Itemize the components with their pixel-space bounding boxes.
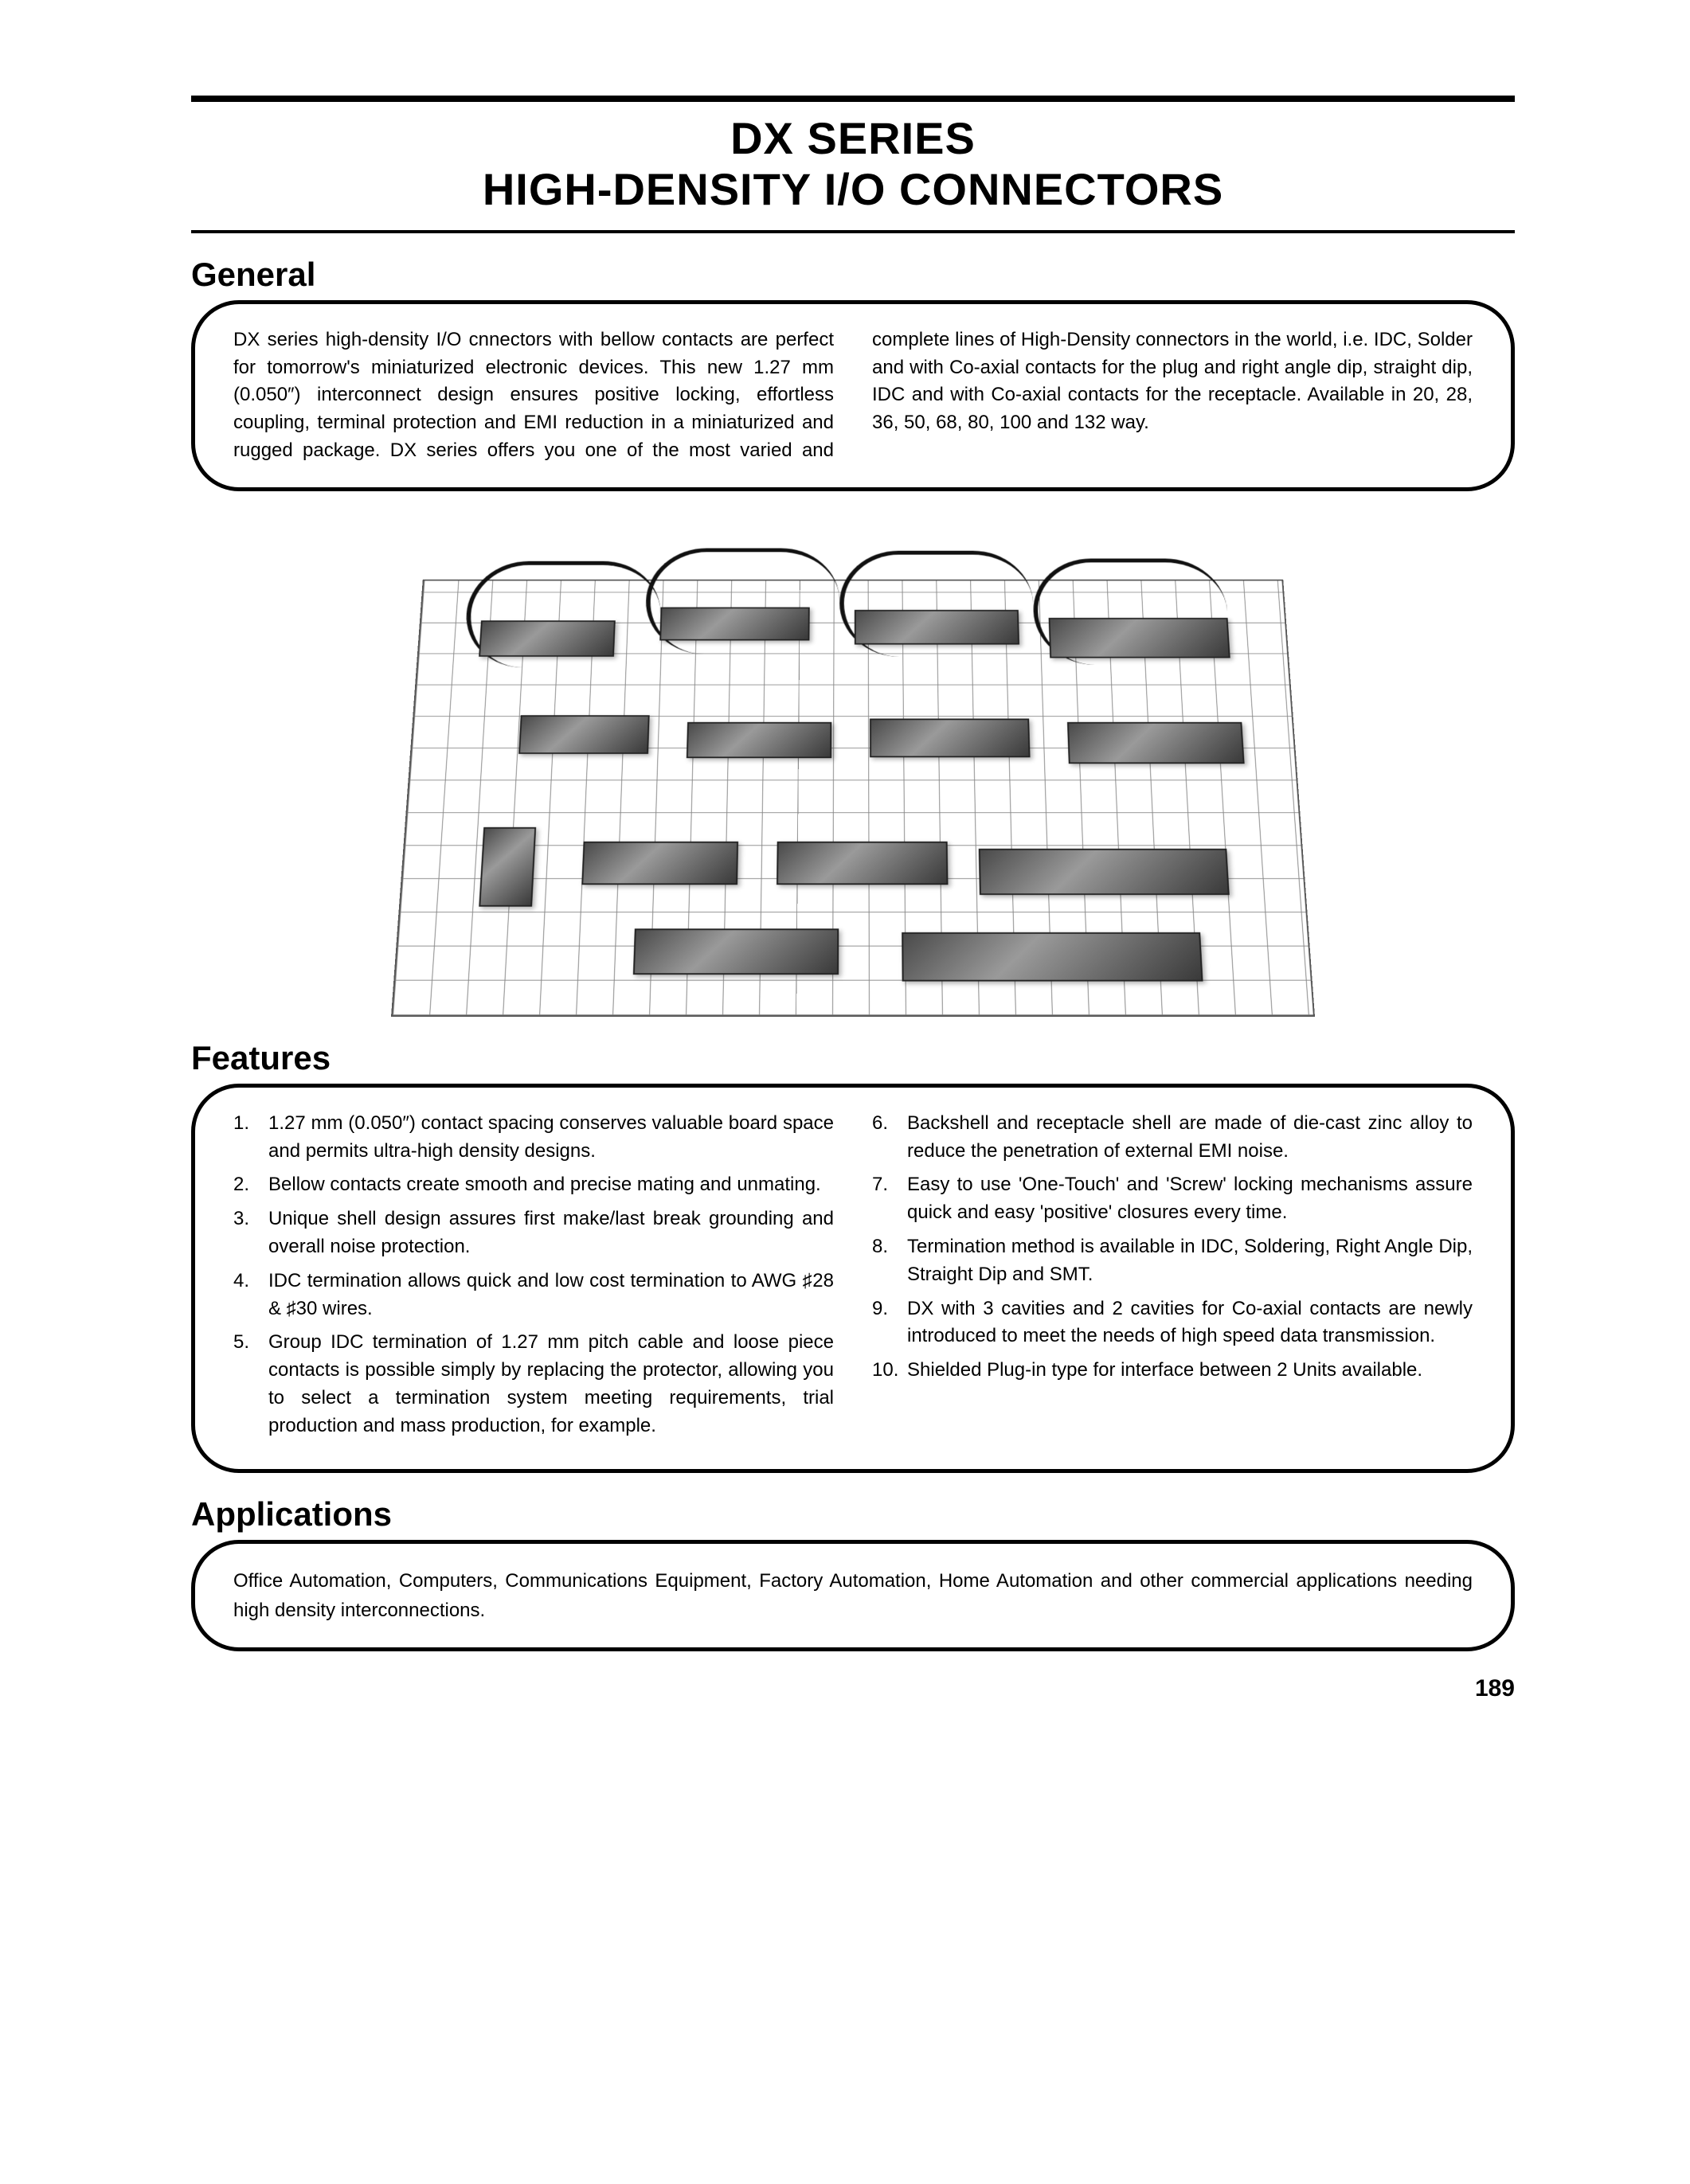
feature-item: 7.Easy to use 'One-Touch' and 'Screw' lo… [872, 1171, 1473, 1227]
connector-graphic [870, 718, 1031, 757]
feature-number: 8. [872, 1233, 907, 1289]
feature-text: Bellow contacts create smooth and precis… [268, 1171, 821, 1199]
connector-graphic [479, 620, 616, 656]
feature-text: Group IDC termination of 1.27 mm pitch c… [268, 1329, 834, 1440]
features-box: 1.1.27 mm (0.050″) contact spacing conse… [191, 1084, 1515, 1473]
connector-graphic [687, 722, 831, 758]
feature-text: 1.27 mm (0.050″) contact spacing conserv… [268, 1110, 834, 1166]
connector-graphic [1049, 618, 1230, 658]
feature-number: 2. [233, 1171, 268, 1199]
top-rule [191, 96, 1515, 102]
connector-graphic [581, 842, 738, 885]
feature-number: 3. [233, 1205, 268, 1261]
feature-item: 2.Bellow contacts create smooth and prec… [233, 1171, 834, 1199]
feature-text: Shielded Plug-in type for interface betw… [907, 1357, 1422, 1385]
connector-graphic [479, 827, 536, 907]
applications-box: Office Automation, Computers, Communicat… [191, 1540, 1515, 1651]
product-illustration [391, 580, 1315, 1017]
feature-text: DX with 3 cavities and 2 cavities for Co… [907, 1295, 1473, 1351]
connector-graphic [902, 932, 1203, 982]
general-box: DX series high-density I/O cnnectors wit… [191, 300, 1515, 491]
heading-features: Features [191, 1039, 1515, 1077]
feature-item: 9.DX with 3 cavities and 2 cavities for … [872, 1295, 1473, 1351]
feature-number: 6. [872, 1110, 907, 1166]
title-line-2: HIGH-DENSITY I/O CONNECTORS [191, 164, 1515, 215]
connector-graphic [855, 610, 1019, 645]
title-line-1: DX SERIES [191, 113, 1515, 164]
feature-item: 1.1.27 mm (0.050″) contact spacing conse… [233, 1110, 834, 1166]
feature-text: Termination method is available in IDC, … [907, 1233, 1473, 1289]
feature-number: 9. [872, 1295, 907, 1351]
feature-number: 1. [233, 1110, 268, 1166]
feature-item: 6.Backshell and receptacle shell are mad… [872, 1110, 1473, 1166]
feature-item: 5.Group IDC termination of 1.27 mm pitch… [233, 1329, 834, 1440]
feature-text: Easy to use 'One-Touch' and 'Screw' lock… [907, 1171, 1473, 1227]
general-body: DX series high-density I/O cnnectors wit… [233, 326, 1473, 465]
applications-body: Office Automation, Computers, Communicat… [233, 1566, 1473, 1625]
heading-general: General [191, 256, 1515, 294]
features-list-left: 1.1.27 mm (0.050″) contact spacing conse… [233, 1110, 834, 1447]
connector-graphic [518, 715, 650, 754]
feature-item: 4.IDC termination allows quick and low c… [233, 1268, 834, 1323]
feature-item: 8.Termination method is available in IDC… [872, 1233, 1473, 1289]
feature-text: IDC termination allows quick and low cos… [268, 1268, 834, 1323]
connector-graphic [633, 928, 839, 975]
feature-number: 10. [872, 1357, 907, 1385]
feature-item: 3.Unique shell design assures first make… [233, 1205, 834, 1261]
feature-number: 5. [233, 1329, 268, 1440]
heading-applications: Applications [191, 1495, 1515, 1533]
page-number: 189 [191, 1675, 1515, 1702]
feature-item: 10.Shielded Plug-in type for interface b… [872, 1357, 1473, 1385]
feature-text: Backshell and receptacle shell are made … [907, 1110, 1473, 1166]
title-block: DX SERIES HIGH-DENSITY I/O CONNECTORS [191, 107, 1515, 230]
feature-number: 7. [872, 1171, 907, 1227]
connector-graphic [1067, 722, 1245, 764]
title-underline [191, 230, 1515, 233]
connector-graphic [659, 607, 809, 640]
feature-number: 4. [233, 1268, 268, 1323]
features-list-right: 6.Backshell and receptacle shell are mad… [872, 1110, 1473, 1447]
connector-graphic [777, 842, 948, 885]
connector-graphic [979, 849, 1230, 895]
feature-text: Unique shell design assures first make/l… [268, 1205, 834, 1261]
